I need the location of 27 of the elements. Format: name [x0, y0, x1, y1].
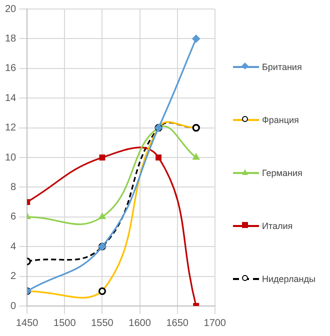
point	[192, 34, 200, 43]
point	[99, 154, 106, 160]
y-tick-label: 4	[10, 241, 17, 252]
y-tick-label: 8	[10, 182, 17, 193]
legend-label: Германия	[262, 168, 302, 178]
y-tick-label: 20	[5, 4, 17, 15]
x-tick-label: 1600	[128, 318, 152, 329]
point	[192, 154, 200, 160]
legend-label: Франция	[262, 114, 299, 125]
y-tick-label: 2	[10, 271, 17, 282]
y-tick-label: 10	[5, 152, 17, 164]
x-tick-label: 1450	[16, 318, 39, 329]
y-tick-label: 14	[5, 92, 17, 104]
x-tick-label: 1500	[54, 318, 76, 329]
y-tick-label: 6	[10, 212, 17, 223]
x-tick-label: 1650	[166, 318, 189, 329]
y-tick-label: 0	[10, 300, 17, 312]
x-tick-label: 1550	[91, 318, 114, 329]
legend-label: Нидерланды	[262, 274, 316, 284]
y-tick-label: 12	[5, 122, 17, 134]
legend-label: Италия	[262, 221, 293, 232]
point	[98, 212, 106, 220]
point	[156, 154, 162, 160]
y-tick-label: 18	[5, 33, 17, 44]
y-tick-label: 16	[5, 63, 17, 74]
x-tick-label: 1700	[204, 318, 226, 329]
legend-label: Британия	[262, 62, 302, 72]
